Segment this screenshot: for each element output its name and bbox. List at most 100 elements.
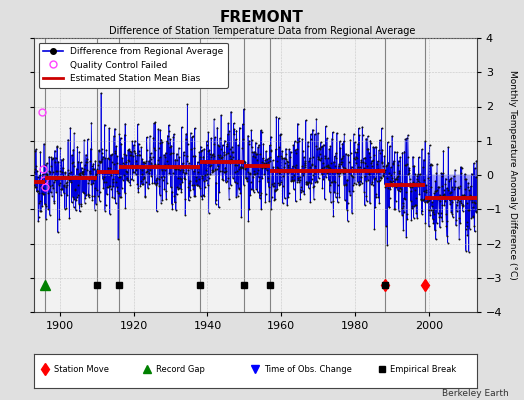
Point (152, 175, 161, 182)
Point (140, 160, 149, 166)
Point (71, 186, 80, 192)
Point (135, 152, 144, 158)
Point (366, 139, 375, 146)
Point (274, 165, 282, 172)
Point (45, 168, 53, 174)
Point (108, 151, 116, 158)
Point (238, 144, 246, 151)
Point (124, 176, 132, 183)
Point (305, 158, 313, 164)
Point (264, 174, 272, 181)
Point (457, 164, 466, 171)
Point (155, 176, 163, 182)
Point (454, 196, 462, 203)
Point (95, 147, 103, 153)
Point (36, 148, 45, 155)
Point (31, 147, 39, 154)
Point (411, 171, 419, 177)
Point (262, 160, 270, 166)
Point (118, 155, 126, 161)
Point (164, 140, 172, 146)
Point (356, 174, 365, 181)
Point (101, 155, 110, 161)
Point (362, 178, 370, 184)
Point (108, 176, 117, 182)
Point (333, 199, 342, 206)
Point (233, 180, 242, 186)
Point (255, 178, 264, 184)
Point (113, 188, 122, 194)
Point (198, 196, 206, 202)
Point (468, 196, 476, 202)
Point (353, 149, 361, 156)
Point (157, 200, 165, 206)
Point (337, 156, 346, 162)
Point (231, 161, 239, 168)
Point (426, 212, 434, 218)
Point (111, 126, 119, 132)
Point (389, 158, 398, 164)
Point (461, 176, 470, 182)
Point (33, 168, 41, 174)
Point (93, 166, 102, 172)
Point (313, 146, 322, 153)
Point (201, 184, 209, 190)
Point (89, 160, 97, 167)
Point (91, 158, 100, 164)
Point (137, 144, 145, 151)
Point (156, 140, 165, 146)
Point (185, 160, 193, 166)
Point (399, 195, 408, 202)
Point (377, 174, 385, 181)
Point (278, 200, 287, 206)
Point (209, 168, 217, 174)
Point (199, 192, 207, 199)
Point (239, 164, 247, 171)
Point (178, 124, 186, 130)
Point (245, 141, 253, 147)
Point (124, 157, 133, 163)
Point (227, 108, 235, 115)
Point (421, 199, 429, 206)
Point (117, 140, 126, 147)
Point (193, 159, 202, 165)
Point (443, 239, 452, 246)
Point (68, 152, 76, 158)
Point (385, 170, 393, 176)
Point (220, 152, 228, 158)
Point (232, 127, 241, 134)
Point (39, 185, 48, 191)
Point (439, 148, 447, 154)
Point (102, 202, 110, 209)
Point (49, 155, 57, 162)
Point (179, 152, 188, 158)
Point (300, 154, 308, 160)
Point (149, 154, 157, 160)
Point (165, 169, 173, 176)
Point (315, 151, 324, 157)
Point (348, 182, 357, 188)
Point (423, 198, 431, 204)
Point (395, 170, 403, 176)
Point (342, 181, 351, 188)
Point (352, 153, 361, 160)
Point (303, 181, 312, 187)
Point (172, 166, 180, 172)
Point (90, 177, 98, 183)
Point (228, 154, 237, 160)
Point (225, 128, 234, 134)
Point (73, 194, 81, 200)
Point (382, 163, 390, 170)
Point (167, 150, 175, 156)
Point (432, 188, 440, 194)
Point (405, 170, 413, 176)
Point (468, 198, 476, 205)
Point (150, 180, 159, 186)
Point (255, 174, 263, 180)
Point (178, 179, 187, 185)
Point (208, 167, 216, 174)
Point (215, 154, 223, 160)
Point (234, 142, 242, 148)
Point (310, 183, 318, 189)
Point (383, 175, 391, 181)
